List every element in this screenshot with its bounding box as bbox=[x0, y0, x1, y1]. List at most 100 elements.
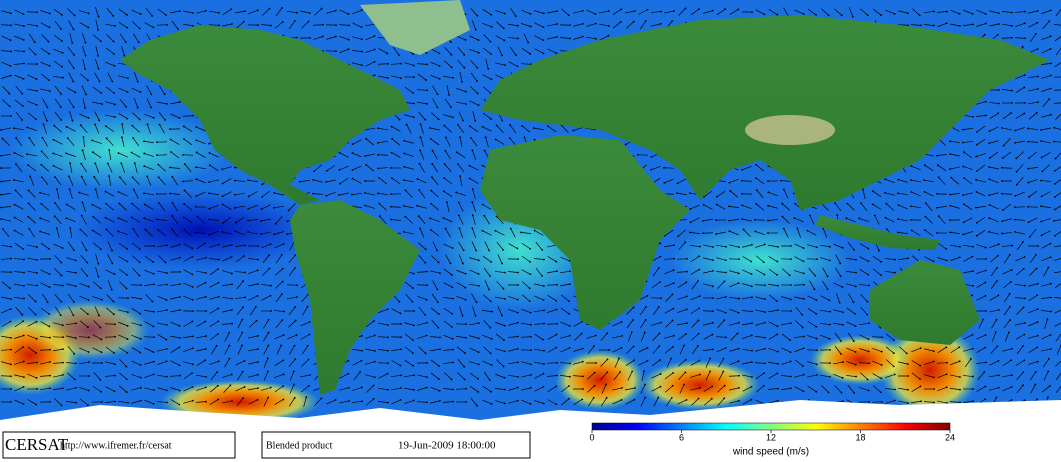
wind-arrow bbox=[431, 163, 439, 173]
wind-arrow-head bbox=[1040, 220, 1043, 223]
wind-arrow bbox=[158, 255, 166, 263]
wind-arrow-head bbox=[802, 347, 805, 350]
wind-arrow bbox=[274, 399, 284, 405]
wind-arrow bbox=[132, 177, 140, 185]
wind-arrow-head bbox=[242, 280, 244, 282]
wind-arrow-head bbox=[543, 309, 545, 312]
wind-arrow-head bbox=[398, 54, 400, 56]
wind-arrow-head bbox=[127, 297, 129, 300]
wind-arrow bbox=[1027, 76, 1039, 78]
wind-arrow-head bbox=[257, 24, 259, 27]
wind-arrow-head bbox=[1034, 370, 1037, 373]
wind-arrow-head bbox=[125, 391, 128, 394]
wind-arrow bbox=[741, 310, 753, 312]
wind-arrow-head bbox=[178, 256, 181, 259]
wind-arrow bbox=[833, 243, 843, 249]
wind-arrow-head bbox=[533, 127, 535, 130]
wind-arrow-head bbox=[867, 273, 870, 276]
wind-arrow-head bbox=[1035, 267, 1038, 270]
wind-arrow-head bbox=[781, 202, 784, 205]
wind-arrow-head bbox=[755, 189, 758, 192]
wind-arrow bbox=[92, 151, 102, 159]
wind-arrow-head bbox=[910, 191, 913, 193]
wind-arrow-head bbox=[919, 364, 922, 367]
wind-arrow bbox=[107, 163, 113, 173]
wind-arrow bbox=[495, 10, 505, 14]
wind-arrow bbox=[860, 202, 868, 212]
wind-arrow-head bbox=[100, 390, 103, 393]
wind-arrow bbox=[442, 362, 454, 364]
wind-arrow bbox=[80, 229, 88, 237]
wind-arrow-head bbox=[110, 288, 113, 291]
wind-arrow-head bbox=[157, 176, 160, 179]
wind-arrow-head bbox=[1023, 256, 1026, 258]
wind-arrow-head bbox=[56, 188, 58, 191]
wind-arrow bbox=[937, 257, 947, 261]
wind-arrow-head bbox=[281, 280, 284, 283]
wind-arrow bbox=[171, 228, 179, 238]
wind-arrow-head bbox=[338, 182, 341, 185]
wind-arrow bbox=[442, 401, 454, 403]
wind-arrow bbox=[183, 361, 193, 365]
wind-arrow bbox=[1043, 371, 1049, 381]
wind-arrow bbox=[95, 189, 99, 199]
wind-arrow bbox=[587, 372, 595, 380]
wind-arrow-head bbox=[84, 41, 87, 44]
wind-arrow bbox=[860, 372, 868, 380]
wind-arrow-head bbox=[880, 364, 883, 366]
wind-arrow-head bbox=[501, 262, 503, 265]
wind-arrow-head bbox=[33, 41, 36, 44]
wind-arrow-head bbox=[620, 346, 623, 349]
wind-arrow bbox=[95, 254, 99, 264]
wind-arrow bbox=[92, 140, 102, 144]
wind-arrow-head bbox=[907, 24, 909, 27]
wind-arrow bbox=[196, 321, 206, 327]
wind-arrow-head bbox=[60, 261, 63, 264]
wind-arrow-head bbox=[502, 365, 505, 368]
wind-arrow bbox=[430, 386, 440, 392]
wind-arrow bbox=[950, 346, 960, 354]
wind-arrow-head bbox=[230, 243, 233, 246]
wind-arrow-head bbox=[841, 376, 844, 379]
wind-arrow bbox=[925, 202, 933, 212]
wind-arrow bbox=[365, 348, 375, 352]
wind-arrow-head bbox=[646, 294, 649, 297]
wind-arrow bbox=[1015, 268, 1025, 276]
wind-arrow-head bbox=[413, 76, 415, 78]
wind-arrow-head bbox=[1015, 183, 1018, 186]
wind-arrow bbox=[534, 22, 544, 28]
wind-arrow bbox=[378, 373, 388, 379]
wind-arrow-head bbox=[126, 351, 129, 354]
wind-arrow-head bbox=[958, 346, 961, 349]
wind-arrow bbox=[105, 217, 115, 223]
wind-arrow-head bbox=[204, 9, 207, 12]
wind-arrow bbox=[702, 349, 714, 351]
wind-arrow bbox=[1002, 127, 1012, 131]
wind-arrow-head bbox=[529, 273, 532, 276]
wind-arrow-head bbox=[1034, 383, 1037, 386]
wind-arrow-head bbox=[171, 215, 173, 217]
wind-arrow-head bbox=[689, 221, 692, 224]
wind-arrow bbox=[28, 137, 36, 147]
wind-arrow-head bbox=[767, 180, 769, 182]
wind-arrow bbox=[171, 20, 179, 30]
wind-arrow bbox=[196, 126, 206, 132]
wind-arrow-head bbox=[254, 305, 257, 308]
wind-arrow-head bbox=[166, 309, 168, 311]
wind-arrow-head bbox=[230, 272, 233, 275]
wind-arrow-head bbox=[411, 300, 414, 303]
wind-arrow-head bbox=[443, 163, 446, 166]
wind-arrow-head bbox=[8, 287, 11, 290]
wind-arrow-head bbox=[294, 254, 297, 257]
wind-arrow-head bbox=[581, 22, 584, 25]
wind-arrow-head bbox=[378, 202, 381, 205]
wind-arrow-head bbox=[377, 167, 379, 170]
wind-arrow-head bbox=[386, 308, 389, 311]
wind-arrow bbox=[626, 307, 634, 315]
wind-arrow bbox=[81, 241, 87, 251]
wind-arrow bbox=[950, 205, 960, 209]
wind-arrow-head bbox=[879, 326, 882, 329]
wind-arrow bbox=[28, 47, 36, 55]
wind-arrow-head bbox=[48, 90, 51, 92]
wind-arrow bbox=[391, 360, 401, 366]
